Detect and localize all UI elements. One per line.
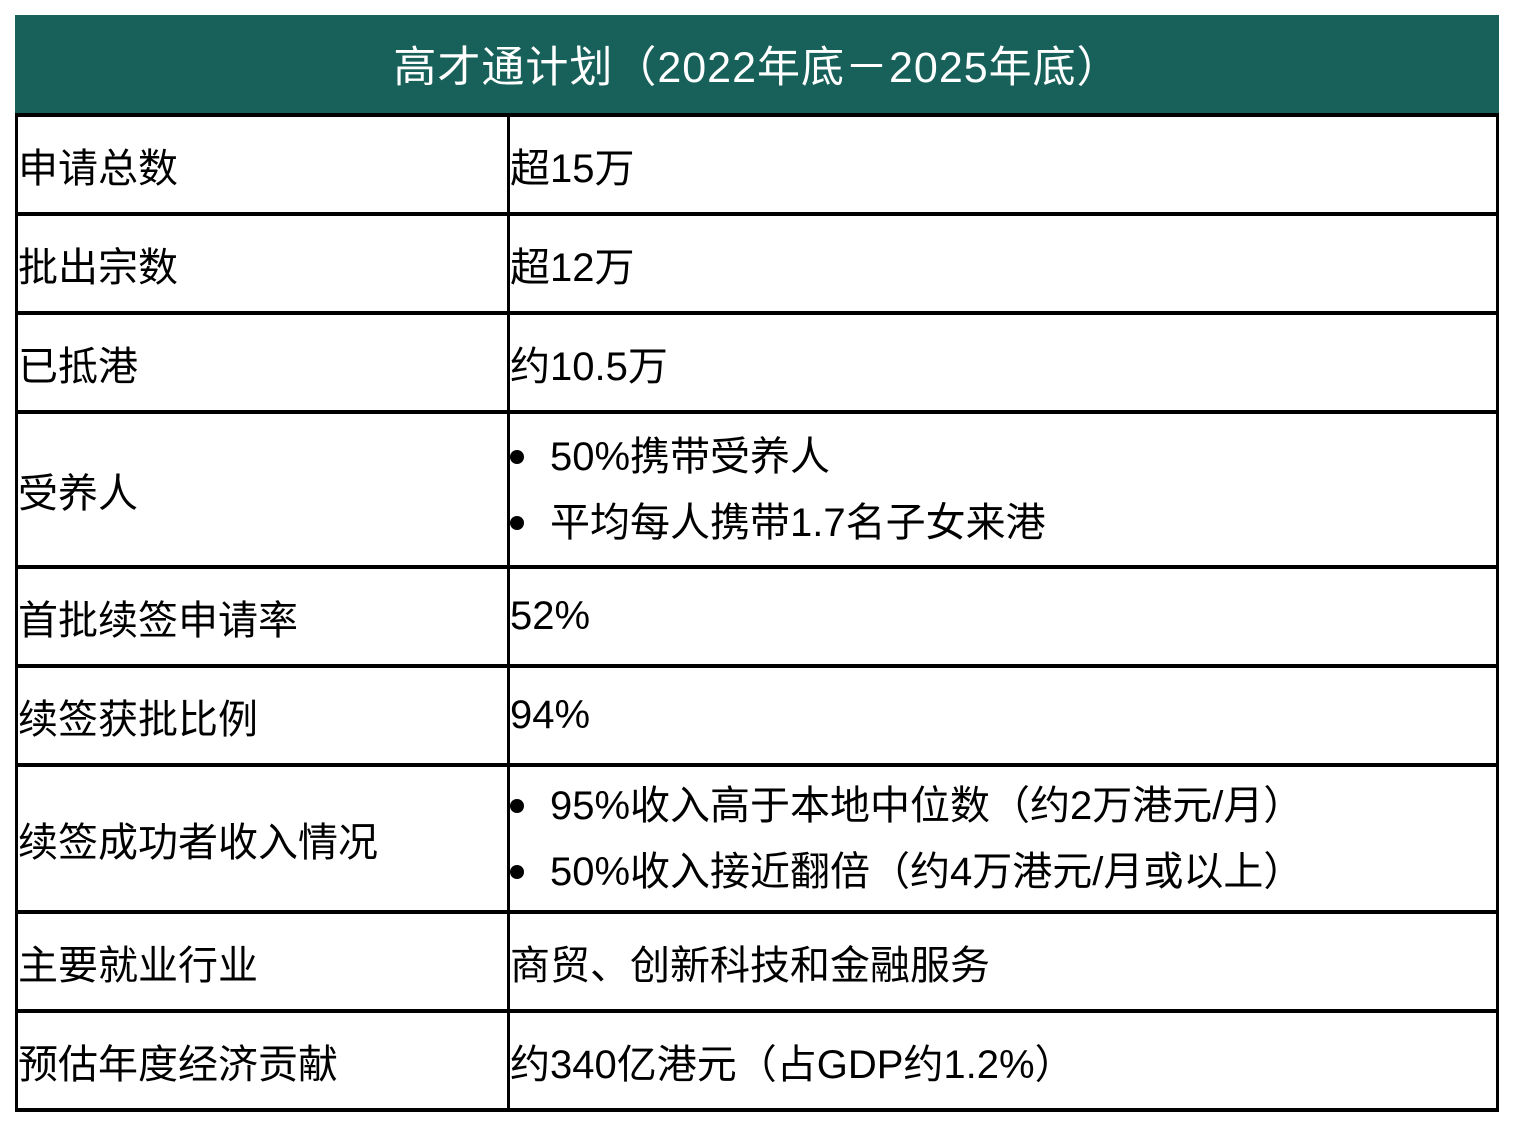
table-row: 预估年度经济贡献 约340亿港元（占GDP约1.2%）	[16, 1009, 1498, 1112]
row-label: 申请总数	[16, 113, 510, 216]
bullet-text: 95%收入高于本地中位数（约2万港元/月）	[550, 783, 1304, 828]
row-label: 预估年度经济贡献	[16, 1009, 510, 1112]
bullet-item: 95%收入高于本地中位数（约2万港元/月）	[510, 783, 1496, 829]
row-value: 52%	[508, 565, 1498, 668]
row-label: 首批续签申请率	[16, 565, 510, 668]
table-row: 批出宗数 超12万	[16, 212, 1498, 315]
table-row: 申请总数 超15万	[16, 113, 1498, 216]
table-row: 受养人 50%携带受养人 平均每人携带1.7名子女来港	[16, 410, 1498, 569]
bullet-item: 50%收入接近翻倍（约4万港元/月或以上）	[510, 849, 1496, 895]
bullet-icon	[510, 864, 524, 879]
table-title: 高才通计划（2022年底－2025年底）	[393, 44, 1121, 92]
bullet-list: 50%携带受养人 平均每人携带1.7名子女来港	[510, 434, 1496, 546]
bullet-text: 50%携带受养人	[550, 434, 831, 479]
bullet-icon	[510, 515, 524, 530]
row-label: 已抵港	[16, 311, 510, 414]
row-value: 95%收入高于本地中位数（约2万港元/月） 50%收入接近翻倍（约4万港元/月或…	[508, 763, 1498, 914]
row-label: 续签成功者收入情况	[16, 763, 510, 914]
bullet-text: 50%收入接近翻倍（约4万港元/月或以上）	[550, 849, 1304, 894]
table-title-bar: 高才通计划（2022年底－2025年底）	[15, 15, 1499, 113]
row-value: 约10.5万	[508, 311, 1498, 414]
table-row: 主要就业行业 商贸、创新科技和金融服务	[16, 910, 1498, 1013]
stats-table: 申请总数 超15万 批出宗数 超12万 已抵港 约10.5万 受养人	[15, 113, 1499, 1112]
bullet-item: 50%携带受养人	[510, 434, 1496, 480]
bullet-item: 平均每人携带1.7名子女来港	[510, 500, 1496, 546]
stats-table-container: 高才通计划（2022年底－2025年底） 申请总数 超15万 批出宗数 超12万…	[15, 15, 1499, 1112]
row-value: 50%携带受养人 平均每人携带1.7名子女来港	[508, 410, 1498, 569]
row-label: 续签获批比例	[16, 664, 510, 767]
bullet-icon	[510, 449, 524, 464]
table-row: 首批续签申请率 52%	[16, 565, 1498, 668]
row-value: 94%	[508, 664, 1498, 767]
row-value: 超15万	[508, 113, 1498, 216]
table-row: 已抵港 约10.5万	[16, 311, 1498, 414]
row-label: 受养人	[16, 410, 510, 569]
row-label: 批出宗数	[16, 212, 510, 315]
bullet-icon	[510, 798, 524, 813]
row-value: 约340亿港元（占GDP约1.2%）	[508, 1009, 1498, 1112]
table-row: 续签成功者收入情况 95%收入高于本地中位数（约2万港元/月） 50%收入接近翻…	[16, 763, 1498, 914]
row-value: 超12万	[508, 212, 1498, 315]
bullet-list: 95%收入高于本地中位数（约2万港元/月） 50%收入接近翻倍（约4万港元/月或…	[510, 783, 1496, 895]
bullet-text: 平均每人携带1.7名子女来港	[550, 500, 1046, 545]
table-row: 续签获批比例 94%	[16, 664, 1498, 767]
row-label: 主要就业行业	[16, 910, 510, 1013]
row-value: 商贸、创新科技和金融服务	[508, 910, 1498, 1013]
